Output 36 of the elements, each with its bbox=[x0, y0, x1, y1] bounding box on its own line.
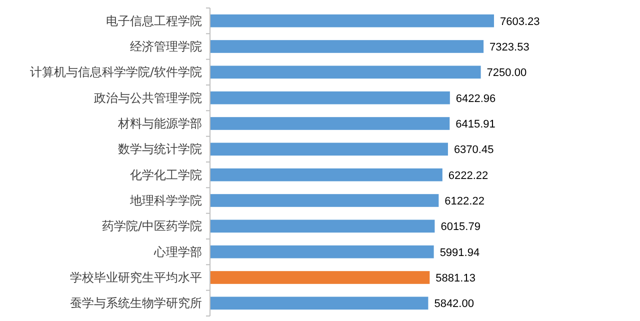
data-label: 6415.91 bbox=[456, 118, 496, 130]
bar bbox=[210, 117, 450, 130]
y-tick-label: 蚕学与系统生物学研究所 bbox=[70, 296, 202, 310]
y-tick-label: 药学院/中医药学院 bbox=[102, 219, 202, 234]
bar bbox=[210, 194, 439, 207]
bar bbox=[210, 14, 494, 28]
bar bbox=[210, 245, 434, 258]
data-label: 5881.13 bbox=[436, 272, 476, 284]
bar bbox=[210, 168, 442, 182]
y-tick-label: 地理科学学院 bbox=[129, 194, 202, 208]
y-tick-label: 政治与公共管理学院 bbox=[94, 90, 202, 105]
data-label: 6370.45 bbox=[454, 144, 494, 156]
data-label: 5842.00 bbox=[434, 298, 474, 310]
data-label: 7323.53 bbox=[490, 42, 530, 54]
y-tick-label: 经济管理学院 bbox=[130, 40, 202, 54]
y-tick-label: 数学与统计学院 bbox=[118, 142, 202, 156]
data-label: 5991.94 bbox=[440, 246, 480, 259]
data-label: 7603.23 bbox=[500, 16, 540, 28]
y-tick-label: 电子信息工程学院 bbox=[106, 14, 202, 28]
data-label: 6222.22 bbox=[448, 170, 488, 182]
y-tick-label: 化学化工学院 bbox=[130, 168, 202, 182]
bar bbox=[210, 91, 450, 104]
data-label: 7250.00 bbox=[486, 67, 527, 80]
data-label: 6422.96 bbox=[456, 92, 496, 105]
data-label: 6122.22 bbox=[444, 196, 484, 208]
bar bbox=[210, 220, 435, 233]
bar bbox=[210, 271, 430, 284]
data-label: 6015.79 bbox=[440, 221, 480, 234]
bar bbox=[210, 40, 484, 53]
y-tick-label: 材料与能源学部 bbox=[117, 116, 202, 130]
bar bbox=[210, 66, 481, 79]
y-tick-label: 学校毕业研究生平均水平 bbox=[70, 270, 202, 284]
bar bbox=[210, 296, 428, 310]
y-tick-label: 心理学部 bbox=[153, 244, 202, 259]
y-tick-label: 计算机与信息科学学院/软件学院 bbox=[30, 65, 202, 80]
bar bbox=[210, 142, 448, 156]
